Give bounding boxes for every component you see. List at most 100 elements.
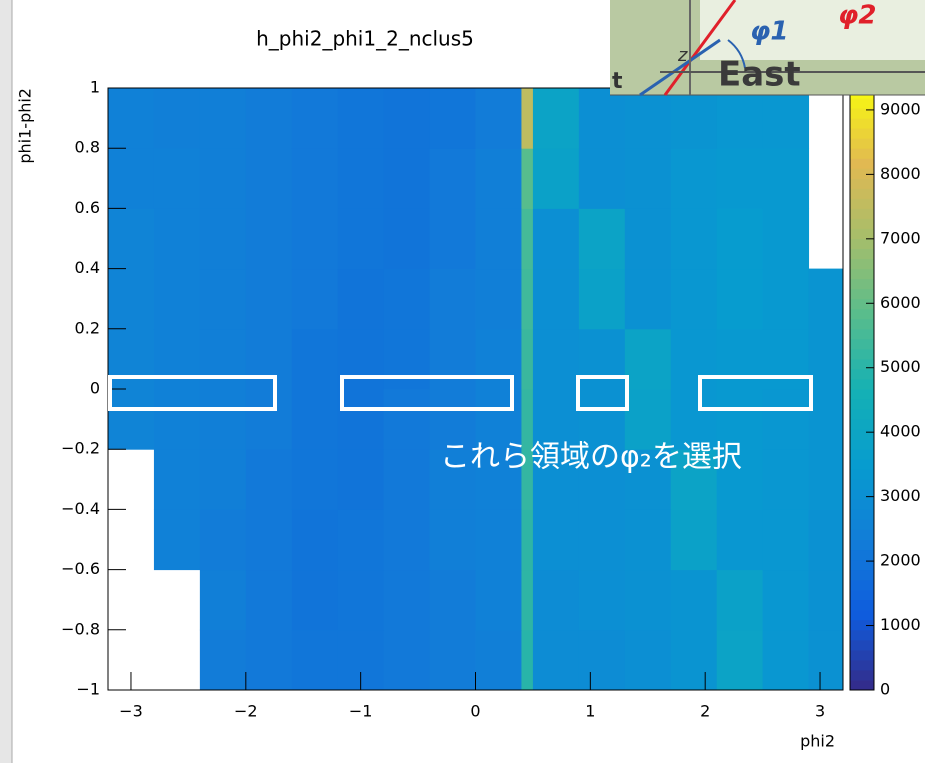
heatmap-cell: [763, 329, 809, 390]
color-scale-step: [850, 188, 874, 199]
color-scale-step: [850, 158, 874, 169]
color-scale-step: [850, 550, 874, 561]
color-scale-step: [850, 138, 874, 149]
heatmap-cell: [384, 449, 430, 510]
color-scale-step: [850, 509, 874, 520]
color-scale-step: [850, 449, 874, 460]
heatmap-cell: [579, 208, 625, 269]
heatmap-cell: [579, 570, 625, 631]
window-edge: [0, 0, 12, 763]
heatmap-cell: [292, 148, 338, 209]
y-tick-label: 0.8: [75, 138, 100, 157]
heatmap-cell: [533, 570, 579, 631]
z-tick-label: 4000: [880, 422, 921, 441]
heatmap-cell: [246, 389, 292, 450]
heatmap-cell: [108, 269, 154, 330]
heatmap-cell: [384, 630, 430, 691]
heatmap-cell: [200, 329, 246, 390]
color-scale-step: [850, 178, 874, 189]
heatmap-cell: [154, 449, 200, 510]
heatmap-cell: [200, 88, 246, 149]
heatmap-cell: [154, 269, 200, 330]
z-tick-label: 0: [880, 680, 890, 699]
heatmap-cell: [154, 329, 200, 390]
heatmap-cell: [521, 208, 533, 269]
color-scale-step: [850, 670, 874, 681]
heatmap-cell: [292, 630, 338, 691]
heatmap-cell: [476, 208, 522, 269]
heatmap-cell: [108, 88, 154, 149]
color-scale-step: [850, 600, 874, 611]
inset-label: z: [677, 45, 688, 66]
heatmap-cell: [671, 570, 717, 631]
heatmap-cell: [671, 208, 717, 269]
heatmap-cell: [200, 208, 246, 269]
heatmap-cell: [533, 208, 579, 269]
heatmap-cell: [763, 570, 809, 631]
color-scale-step: [850, 519, 874, 530]
heatmap-cell: [625, 148, 671, 209]
color-scale-step: [850, 208, 874, 219]
x-tick-label: 0: [470, 702, 480, 721]
heatmap-cell: [671, 148, 717, 209]
heatmap-cell: [476, 269, 522, 330]
color-scale-step: [850, 630, 874, 641]
heatmap-cell: [338, 148, 384, 209]
inset-label: East: [718, 55, 801, 95]
heatmap-cell: [625, 509, 671, 570]
x-tick-label: −2: [234, 702, 258, 721]
heatmap-cell: [200, 269, 246, 330]
color-scale-step: [850, 540, 874, 551]
z-tick-label: 6000: [880, 293, 921, 312]
heatmap-cell: [521, 88, 533, 149]
heatmap-cell: [338, 449, 384, 510]
z-tick-label: 9000: [880, 99, 921, 118]
x-tick-label: 3: [815, 702, 825, 721]
heatmap-cell: [763, 88, 809, 149]
color-scale-step: [850, 98, 874, 109]
heatmap-cell: [533, 269, 579, 330]
heatmap-cell: [246, 208, 292, 269]
heatmap-cell: [292, 329, 338, 390]
chart: h_phi2_phi1_2_nclus5 phi2 phi1-phi2 0100…: [0, 0, 925, 763]
heatmap-cell: [292, 509, 338, 570]
heatmap-cell: [717, 570, 763, 631]
color-scale-step: [850, 399, 874, 410]
heatmap-cell: [246, 329, 292, 390]
heatmap-cell: [717, 148, 763, 209]
color-scale-step: [850, 279, 874, 290]
color-scale-step: [850, 570, 874, 581]
heatmap-cell: [384, 570, 430, 631]
heatmap-cell: [200, 389, 246, 450]
color-scale-step: [850, 218, 874, 229]
heatmap-cell: [533, 148, 579, 209]
color-scale-step: [850, 650, 874, 661]
heatmap-cell: [521, 570, 533, 631]
z-tick-label: 2000: [880, 551, 921, 570]
z-tick-label: 7000: [880, 228, 921, 247]
color-scale-step: [850, 198, 874, 209]
heatmap-cell: [533, 88, 579, 149]
heatmap-cell: [246, 509, 292, 570]
heatmap-cell: [246, 449, 292, 510]
y-tick-label: 0.2: [75, 318, 100, 337]
heatmap-cell: [384, 389, 430, 450]
color-scale-step: [850, 249, 874, 260]
color-scale-step: [850, 289, 874, 300]
heatmap-cell: [384, 509, 430, 570]
z-tick-label: 8000: [880, 164, 921, 183]
heatmap-cell: [625, 630, 671, 691]
color-scale-step: [850, 610, 874, 621]
heatmap-cell: [625, 570, 671, 631]
heatmap-cell: [763, 269, 809, 330]
heatmap-cell: [430, 208, 476, 269]
heatmap-cell: [338, 570, 384, 631]
color-scale-step: [850, 319, 874, 330]
heatmap-cell: [292, 449, 338, 510]
heatmap-cell: [108, 148, 154, 209]
z-tick-label: 1000: [880, 615, 921, 634]
heatmap-cell: [154, 88, 200, 149]
color-scale-step: [850, 529, 874, 540]
y-tick-label: 0.6: [75, 198, 100, 217]
inset-label: t: [612, 69, 623, 94]
